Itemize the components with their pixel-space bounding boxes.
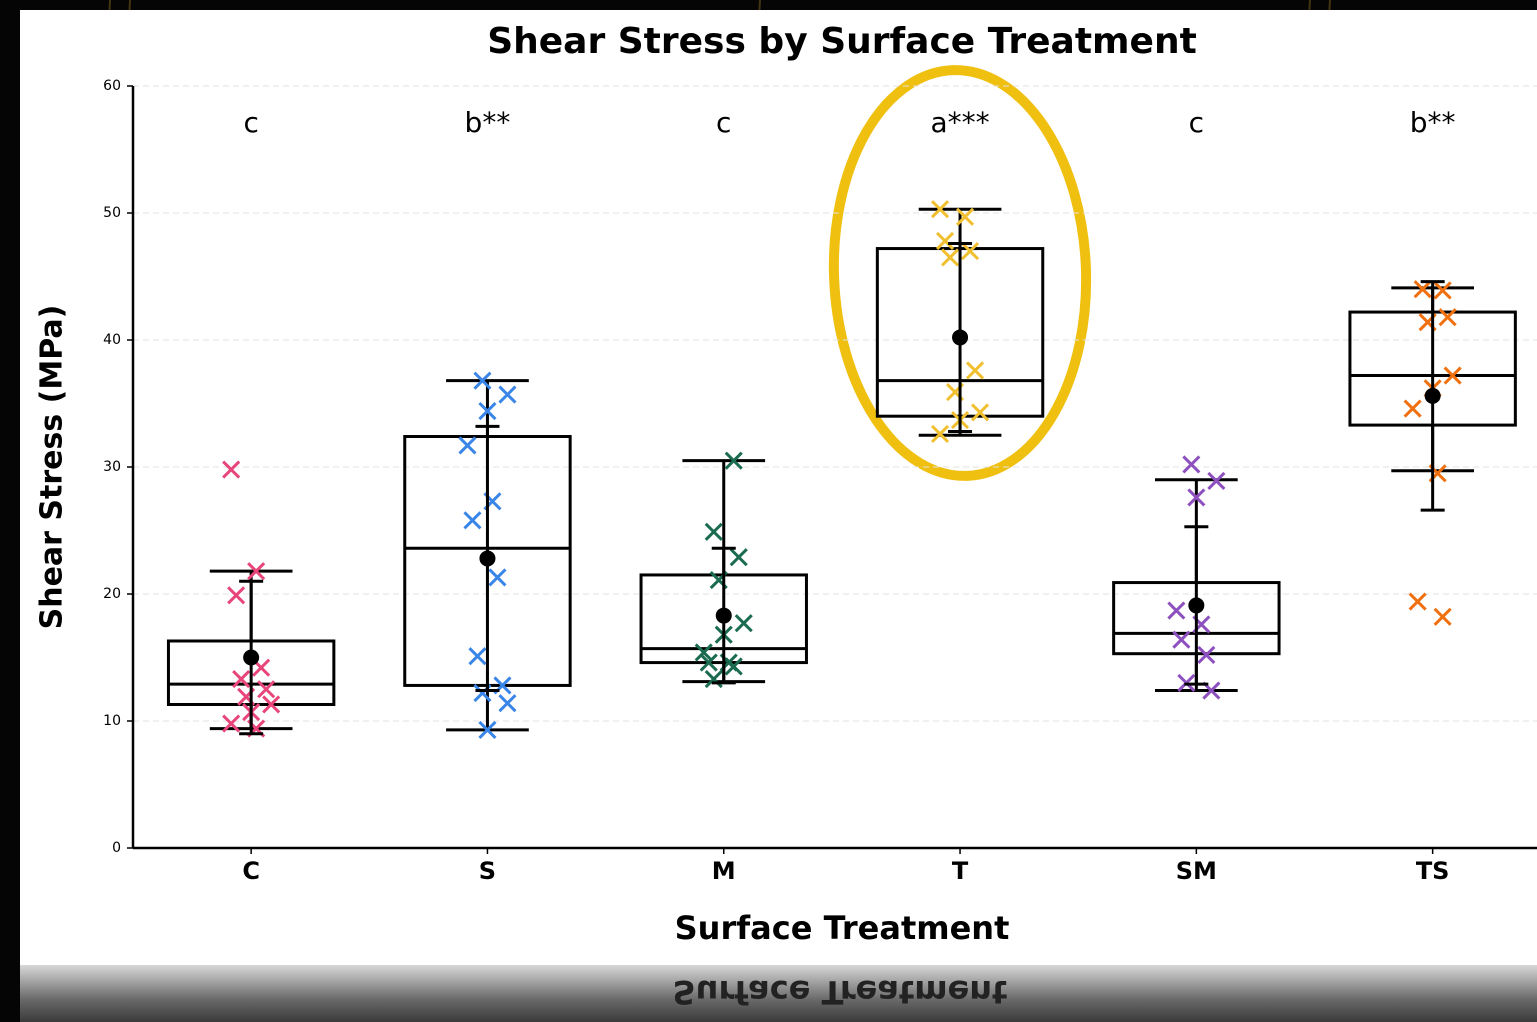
- data-point: [498, 385, 517, 404]
- mean-marker: [243, 649, 260, 666]
- x-tick-label: C: [242, 857, 260, 885]
- data-point: [1182, 455, 1201, 474]
- y-tick-label: 30: [103, 459, 121, 475]
- data-point: [699, 653, 718, 672]
- data-point: [257, 680, 276, 699]
- data-point: [1197, 645, 1216, 665]
- data-point: [1403, 399, 1422, 418]
- group-label: a***: [930, 106, 989, 139]
- mean-marker: [952, 329, 969, 346]
- x-tick-label: T: [952, 857, 969, 885]
- data-point: [1433, 607, 1452, 626]
- data-point: [729, 548, 748, 567]
- data-point: [262, 695, 281, 714]
- data-point: [1438, 308, 1457, 327]
- data-point: [478, 720, 497, 739]
- data-point: [463, 511, 482, 530]
- group-label: c: [1189, 106, 1204, 139]
- data-point: [498, 694, 517, 713]
- y-axis-label: Shear Stress (MPa): [35, 305, 70, 630]
- data-point: [704, 670, 723, 689]
- data-point: [468, 647, 487, 666]
- data-point: [1207, 471, 1226, 491]
- data-point: [1167, 601, 1186, 620]
- y-tick-label: 0: [112, 840, 121, 856]
- data-point: [935, 231, 955, 251]
- chart: Shear Stress by Surface Treatment Surfac…: [35, 21, 1537, 947]
- data-point: [724, 451, 743, 470]
- x-tick-label: TS: [1416, 857, 1450, 885]
- group-label: c: [243, 106, 258, 139]
- data-point: [734, 614, 753, 633]
- y-tick-label: 60: [103, 78, 121, 94]
- data-point: [1187, 488, 1206, 507]
- x-tick-label: M: [712, 857, 736, 885]
- data-point: [473, 371, 492, 390]
- data-point: [222, 460, 241, 479]
- data-point: [1433, 281, 1452, 300]
- group-label: b**: [465, 106, 511, 139]
- chart-title: Shear Stress by Surface Treatment: [487, 21, 1197, 62]
- data-point: [965, 361, 985, 380]
- group-label: c: [716, 106, 731, 139]
- x-tick-label: S: [479, 857, 496, 885]
- y-tick-label: 40: [103, 332, 121, 348]
- highlight-ellipse: [828, 65, 1092, 481]
- data-point: [704, 522, 723, 541]
- data-point: [1443, 366, 1462, 385]
- mean-marker: [1424, 387, 1441, 404]
- data-point: [232, 670, 251, 689]
- y-tick-label: 20: [103, 586, 121, 602]
- reflected-label: Surface Treatment: [672, 973, 1008, 1011]
- mean-marker: [479, 550, 496, 567]
- data-point: [1408, 592, 1427, 611]
- data-point: [694, 643, 713, 662]
- chart-panel: Shear Stress by Surface Treatment Surfac…: [20, 10, 1537, 965]
- data-point: [940, 248, 960, 267]
- mean-marker: [715, 607, 732, 624]
- reflection: Surface Treatment: [20, 965, 1537, 1022]
- data-point: [458, 436, 477, 455]
- data-point: [970, 403, 990, 422]
- mean-marker: [1188, 597, 1205, 614]
- data-point: [478, 402, 497, 421]
- data-point: [930, 200, 950, 219]
- data-point: [724, 657, 743, 676]
- data-point: [960, 242, 980, 261]
- data-point: [955, 207, 975, 226]
- data-point: [227, 586, 246, 605]
- x-axis-label: Surface Treatment: [675, 909, 1010, 947]
- data-point: [1172, 630, 1191, 649]
- data-point: [488, 568, 507, 587]
- data-point: [930, 424, 950, 444]
- y-tick-label: 50: [103, 205, 121, 221]
- y-tick-label: 10: [103, 713, 121, 729]
- data-point: [1413, 280, 1432, 299]
- data-point: [222, 714, 241, 733]
- x-tick-label: SM: [1176, 857, 1217, 885]
- data-point: [247, 562, 266, 581]
- group-label: b**: [1410, 106, 1456, 139]
